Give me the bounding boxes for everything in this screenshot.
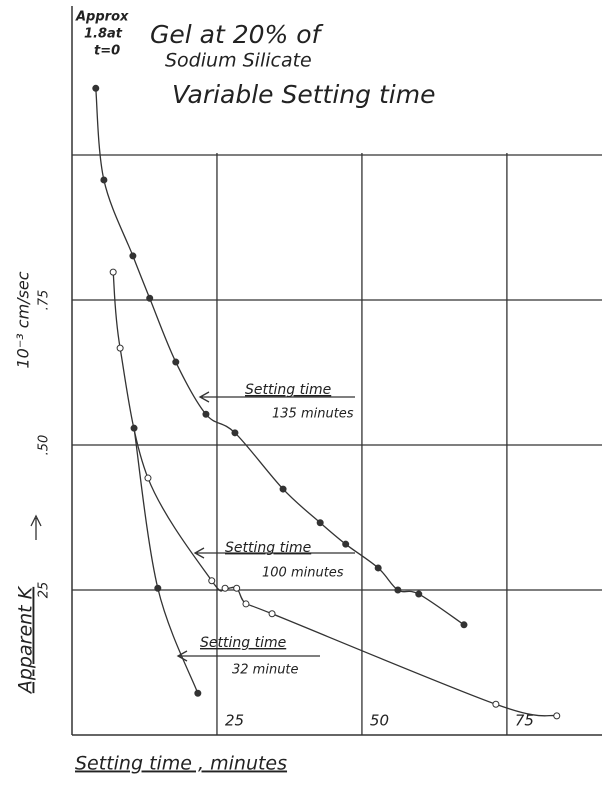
point xyxy=(146,294,154,302)
point xyxy=(316,519,324,527)
annotation: 135 minutes xyxy=(272,407,354,422)
annotation: 100 minutes xyxy=(262,566,344,581)
annotation: t=0 xyxy=(94,44,120,59)
point xyxy=(221,584,229,592)
arrow xyxy=(198,391,355,403)
point xyxy=(129,252,137,260)
point xyxy=(268,610,276,618)
x-tick-label: 25 xyxy=(225,712,244,730)
point xyxy=(553,712,561,720)
point xyxy=(144,474,152,482)
y-axis-label: 10⁻³ cm/sec xyxy=(14,271,33,368)
arrow xyxy=(30,514,42,540)
arrow xyxy=(176,650,320,662)
point xyxy=(415,590,423,598)
y-tick-label: .50 xyxy=(37,435,52,456)
point xyxy=(194,689,202,697)
point xyxy=(109,268,117,276)
point xyxy=(233,584,241,592)
point xyxy=(460,621,468,629)
point xyxy=(154,584,162,592)
chart-title: Gel at 20% of xyxy=(150,20,324,49)
point xyxy=(130,424,138,432)
y-axis-label: Apparent K xyxy=(15,585,37,695)
x-axis-label: Setting time , minutes xyxy=(75,753,287,775)
curve xyxy=(112,272,557,717)
x-tick-label: 50 xyxy=(370,712,389,730)
point xyxy=(100,176,108,184)
arrow xyxy=(193,547,355,559)
point xyxy=(208,577,216,585)
annotation: Approx xyxy=(75,10,129,25)
point xyxy=(342,540,350,548)
point xyxy=(279,485,287,493)
annotation: Setting time xyxy=(225,540,311,556)
annotation: Setting time xyxy=(245,382,331,398)
y-tick-label: 25 xyxy=(37,582,52,599)
point xyxy=(231,429,239,437)
x-tick-label: 75 xyxy=(515,712,534,730)
point xyxy=(172,358,180,366)
point xyxy=(116,344,124,352)
point xyxy=(374,564,382,572)
y-tick-label: .75 xyxy=(37,290,52,311)
chart-heading: Variable Setting time xyxy=(172,80,435,109)
point xyxy=(242,600,250,608)
point xyxy=(492,700,500,708)
point xyxy=(92,84,100,92)
point xyxy=(202,410,210,418)
chart-subtitle: Sodium Silicate xyxy=(165,50,312,72)
annotation: 32 minute xyxy=(232,663,299,678)
annotation: 1.8at xyxy=(84,27,123,42)
point xyxy=(394,586,402,594)
annotation: Setting time xyxy=(200,635,286,651)
